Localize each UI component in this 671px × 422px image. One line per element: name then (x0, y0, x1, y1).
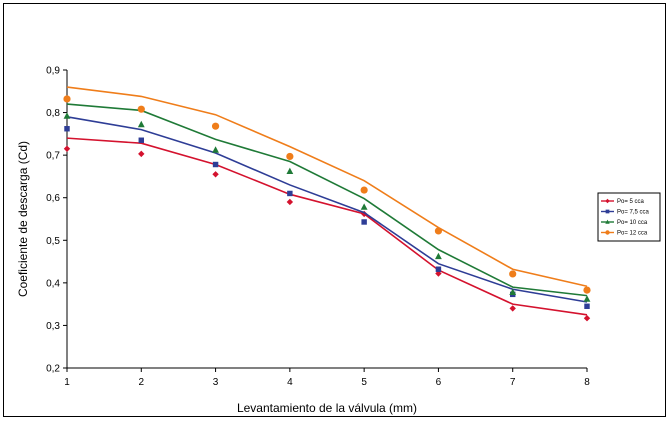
data-point-triangle (286, 167, 294, 175)
data-point-square (584, 303, 590, 309)
legend-label: Po= 12 cca (617, 231, 648, 237)
data-point-diamond (138, 150, 145, 158)
y-tick-label: 0,4 (46, 278, 60, 289)
legend-label: Po= 5 cca (617, 199, 645, 205)
legend-label: Po= 10 cca (617, 220, 648, 226)
x-tick-label: 1 (64, 377, 70, 388)
data-point-circle (286, 152, 294, 161)
x-tick-label: 4 (287, 377, 293, 388)
data-point-circle (137, 105, 145, 113)
y-tick-label: 0,2 (46, 364, 60, 375)
legend-marker (605, 209, 610, 214)
data-point-square (212, 161, 219, 168)
x-axis-ticks: 1 2 3 4 5 6 7 8 (64, 368, 590, 388)
x-tick-label: 7 (510, 377, 516, 388)
data-point-triangle (509, 288, 517, 295)
data-point-diamond (509, 305, 516, 312)
data-point-triangle (212, 146, 219, 153)
data-point-square (287, 190, 293, 197)
data-point-triangle (137, 120, 145, 128)
series-layer (63, 86, 591, 322)
legend-marker (605, 219, 610, 224)
x-tick-label: 8 (584, 377, 590, 388)
x-tick-label: 3 (213, 377, 219, 388)
series-line (66, 137, 588, 316)
legend-item: Po= 12 cca (601, 230, 648, 237)
x-tick-label: 6 (436, 377, 442, 388)
y-axis-ticks: 0,2 0,3 0,4 0,5 0,6 0,7 0,8 0,9 (46, 66, 67, 375)
series-3 (63, 103, 591, 302)
series-line (66, 103, 588, 297)
y-tick-label: 0,9 (46, 66, 60, 77)
series-line (66, 116, 588, 303)
data-point-circle (211, 122, 220, 130)
x-tick-label: 5 (361, 377, 367, 388)
legend: Po= 5 cca Po= 7,5 cca Po= 10 cca Po= 12 cca (597, 192, 661, 242)
x-tick-label: 2 (139, 377, 145, 388)
data-point-triangle (583, 295, 591, 302)
x-axis-title: Levantamiento de la válvula (mm) (237, 401, 417, 415)
legend-marker (605, 198, 610, 204)
data-point-square (361, 219, 367, 225)
data-point-diamond (212, 171, 219, 178)
legend-item: Po= 5 cca (601, 198, 645, 205)
data-point-circle (360, 186, 368, 194)
y-tick-label: 0,6 (46, 193, 60, 204)
data-point-circle (583, 286, 591, 294)
data-point-diamond (583, 314, 591, 322)
legend-marker (605, 230, 610, 235)
series-line (66, 86, 588, 288)
legend-label: Po= 7,5 cca (617, 210, 650, 216)
series-4 (63, 86, 591, 294)
data-point-circle (434, 227, 443, 235)
data-point-square (64, 126, 70, 132)
y-axis-title: Coeficiente de descarga (Cd) (16, 141, 30, 297)
data-point-triangle (435, 252, 442, 260)
y-tick-label: 0,3 (46, 321, 60, 332)
data-point-circle (509, 270, 517, 278)
y-tick-label: 0,8 (46, 108, 60, 119)
data-point-square (435, 266, 442, 272)
legend-item: Po= 7,5 cca (601, 209, 650, 216)
data-point-square (138, 137, 145, 143)
data-point-circle (63, 95, 71, 103)
data-point-triangle (63, 112, 71, 119)
legend-item: Po= 10 cca (601, 219, 648, 226)
y-tick-label: 0,7 (46, 151, 60, 162)
chart-frame (3, 3, 666, 417)
data-point-diamond (286, 198, 294, 206)
series-2 (64, 116, 590, 309)
series-1 (63, 137, 591, 322)
data-point-diamond (63, 145, 71, 152)
y-tick-label: 0,5 (46, 236, 60, 247)
data-point-triangle (360, 203, 368, 210)
